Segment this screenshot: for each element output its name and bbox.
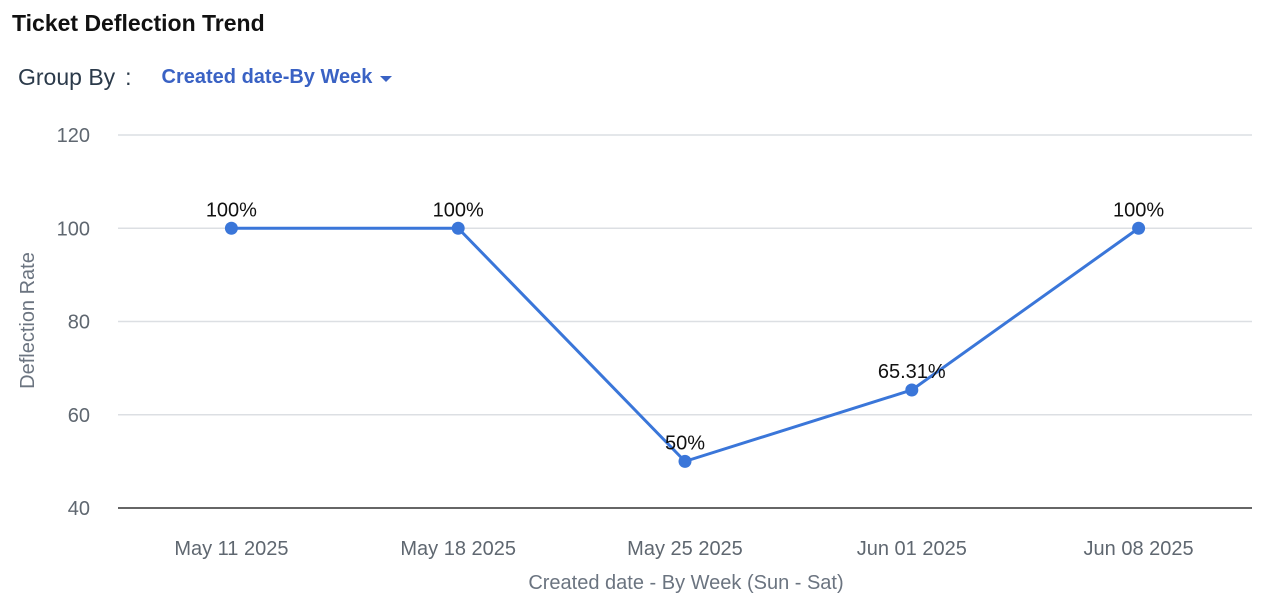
data-label: 100% — [1113, 199, 1164, 221]
x-tick-label: May 25 2025 — [627, 538, 743, 560]
data-label: 50% — [665, 432, 705, 454]
x-tick-label: Jun 08 2025 — [1084, 538, 1194, 560]
chart-title: Ticket Deflection Trend — [12, 10, 265, 36]
data-point — [224, 221, 238, 235]
data-point — [451, 221, 465, 235]
group-by-dropdown[interactable]: Created date-By Week — [162, 66, 393, 89]
x-axis-title: Created date - By Week (Sun - Sat) — [528, 572, 843, 594]
group-by-label: Group By — [18, 64, 116, 90]
data-label: 100% — [206, 199, 257, 221]
group-by-colon: : — [125, 64, 132, 90]
group-by-value: Created date-By Week — [161, 66, 373, 88]
y-tick-label: 60 — [68, 405, 90, 427]
y-tick-label: 40 — [68, 498, 90, 520]
y-tick-label: 80 — [68, 312, 90, 334]
data-point — [1132, 221, 1146, 235]
y-tick-label: 100 — [57, 218, 90, 240]
chevron-down-icon — [380, 75, 393, 82]
data-label: 65.31% — [878, 361, 946, 383]
group-by-control: Group By : Created date-By Week — [18, 64, 393, 91]
data-label: 100% — [433, 199, 484, 221]
x-tick-label: Jun 01 2025 — [857, 538, 967, 560]
y-axis-title: Deflection Rate — [17, 252, 39, 389]
data-point — [678, 454, 692, 468]
x-tick-label: May 18 2025 — [400, 538, 516, 560]
x-tick-label: May 11 2025 — [174, 538, 288, 560]
data-point — [905, 383, 919, 397]
series-line — [231, 226, 1140, 463]
y-tick-label: 120 — [57, 125, 90, 147]
